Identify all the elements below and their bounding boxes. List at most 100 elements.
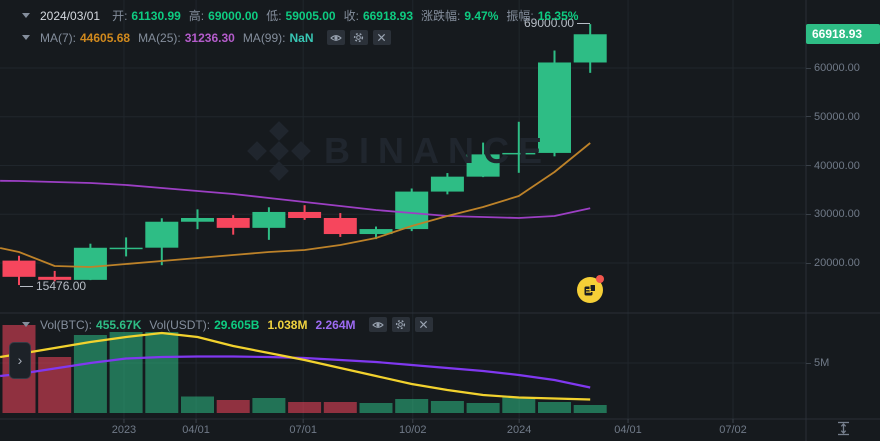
- field-value: 31236.30: [184, 30, 235, 45]
- volume-bar[interactable]: [502, 397, 536, 413]
- time-axis-label: 2023: [111, 424, 137, 436]
- ma25-line: [0, 179, 591, 219]
- field-value: 1.038M: [267, 317, 308, 332]
- high-marker-dash: [577, 22, 591, 24]
- header-field: Vol(BTC): 455.67K: [40, 318, 141, 332]
- field-label: 开:: [112, 9, 128, 23]
- candle-body[interactable]: [252, 211, 286, 228]
- high-price-label: 69000.00: [524, 16, 575, 30]
- volume-bar[interactable]: [73, 335, 107, 413]
- time-axis-label: 04/01: [614, 424, 642, 436]
- price-axis-label: 20000.00: [806, 257, 860, 269]
- collapse-caret-icon[interactable]: [22, 35, 30, 40]
- candle-body[interactable]: [288, 211, 322, 219]
- eye-icon[interactable]: [368, 317, 387, 332]
- price-axis-label: 5M: [806, 357, 829, 369]
- field-label: Vol(USDT):: [149, 317, 211, 332]
- volume-bar[interactable]: [38, 357, 72, 413]
- candle-body[interactable]: [323, 218, 357, 235]
- field-value: 59005.00: [285, 9, 336, 23]
- time-axis-label: 10/02: [399, 424, 427, 436]
- axis-tick: [806, 362, 811, 364]
- header-field: 开: 61130.99: [112, 7, 181, 24]
- close-icon[interactable]: [372, 30, 391, 45]
- low-price-marker: 15476.00: [17, 279, 86, 293]
- panel-expand-button[interactable]: ›: [9, 342, 31, 379]
- time-axis-label: 07/01: [289, 424, 317, 436]
- header-field: 低: 59005.00: [266, 7, 335, 24]
- price-axis-label: 60000.00: [806, 62, 860, 74]
- volume-bar[interactable]: [466, 403, 500, 413]
- candle-body[interactable]: [430, 176, 464, 192]
- axis-tick: [806, 116, 811, 118]
- field-value: 44605.68: [80, 30, 131, 45]
- field-value: 2.264M: [315, 317, 356, 332]
- axis-tick: [806, 213, 811, 215]
- ohlc-header-row: 2024/03/01 开: 61130.99 高: 69000.00 低: 59005.00…: [20, 7, 586, 24]
- axis-scale-icon[interactable]: [835, 420, 852, 441]
- notification-dot: [596, 275, 604, 283]
- collapse-caret-icon[interactable]: [22, 322, 30, 327]
- field-label: 振幅:: [506, 9, 534, 23]
- field-label: 2024/03/01: [40, 8, 101, 23]
- volume-bar[interactable]: [538, 402, 571, 413]
- axis-tick: [806, 165, 811, 166]
- low-marker-dash: [20, 285, 33, 287]
- header-field: 涨跌幅: 9.47%: [421, 7, 498, 24]
- volume-bar[interactable]: [216, 400, 250, 413]
- candle-body[interactable]: [38, 276, 72, 280]
- gear-icon[interactable]: [391, 317, 410, 332]
- candle-body[interactable]: [538, 62, 571, 153]
- time-axis-label: 07/02: [719, 424, 747, 436]
- field-value: NaN: [289, 30, 314, 45]
- field-value: 66918.93: [362, 9, 414, 23]
- candle-body[interactable]: [502, 152, 536, 155]
- field-value: 61130.99: [131, 9, 181, 23]
- candle-body[interactable]: [73, 247, 107, 280]
- collapse-caret-icon[interactable]: [22, 13, 30, 18]
- field-value: 9.47%: [464, 9, 499, 23]
- field-value: 455.67K: [96, 317, 142, 332]
- volume-bar[interactable]: [252, 398, 286, 413]
- gear-icon[interactable]: [349, 30, 368, 45]
- low-price-label: 15476.00: [36, 279, 87, 293]
- volume-bar[interactable]: [181, 396, 214, 414]
- ma7-line: [0, 142, 591, 268]
- field-label: 收:: [343, 9, 359, 23]
- announcement-button[interactable]: [577, 275, 604, 303]
- volume-bar[interactable]: [288, 402, 322, 413]
- field-label: MA(25):: [138, 30, 181, 45]
- volume-header-row: Vol(BTC): 455.67K Vol(USDT): 29.605B 1.038M 2…: [20, 317, 433, 332]
- candle-body[interactable]: [573, 34, 607, 63]
- volume-bar[interactable]: [323, 402, 357, 413]
- volume-bar[interactable]: [573, 405, 607, 413]
- volume-bar[interactable]: [395, 399, 429, 413]
- header-field: 振幅: 16.35%: [506, 7, 578, 24]
- candle-body[interactable]: [359, 229, 393, 235]
- header-field: Vol(USDT): 29.605B: [149, 318, 259, 332]
- eye-icon[interactable]: [326, 30, 345, 45]
- header-field: 1.038M: [267, 318, 307, 332]
- ma-header-row: MA(7): 44605.68 MA(25): 31236.30 MA(99): NaN: [20, 30, 391, 45]
- volume-bar[interactable]: [109, 332, 143, 413]
- close-icon[interactable]: [414, 317, 433, 332]
- field-value: 29.605B: [214, 317, 260, 332]
- time-axis-label: 2024: [506, 424, 532, 436]
- candle-body[interactable]: [216, 217, 250, 228]
- candle-body[interactable]: [145, 221, 179, 248]
- volume-bar[interactable]: [145, 332, 179, 413]
- header-field: MA(7): 44605.68: [40, 31, 130, 45]
- candle-body[interactable]: [109, 247, 143, 250]
- candle-body[interactable]: [181, 217, 214, 222]
- field-label: 涨跌幅:: [421, 9, 461, 23]
- price-axis-label: 30000.00: [806, 208, 860, 220]
- volume-bar[interactable]: [430, 401, 464, 413]
- candle-body[interactable]: [466, 154, 500, 177]
- header-field: 高: 69000.00: [189, 7, 258, 24]
- field-label: 低:: [266, 9, 282, 23]
- volume-bar[interactable]: [359, 403, 393, 413]
- high-price-marker: 69000.00: [524, 16, 593, 30]
- candle-body[interactable]: [2, 260, 36, 277]
